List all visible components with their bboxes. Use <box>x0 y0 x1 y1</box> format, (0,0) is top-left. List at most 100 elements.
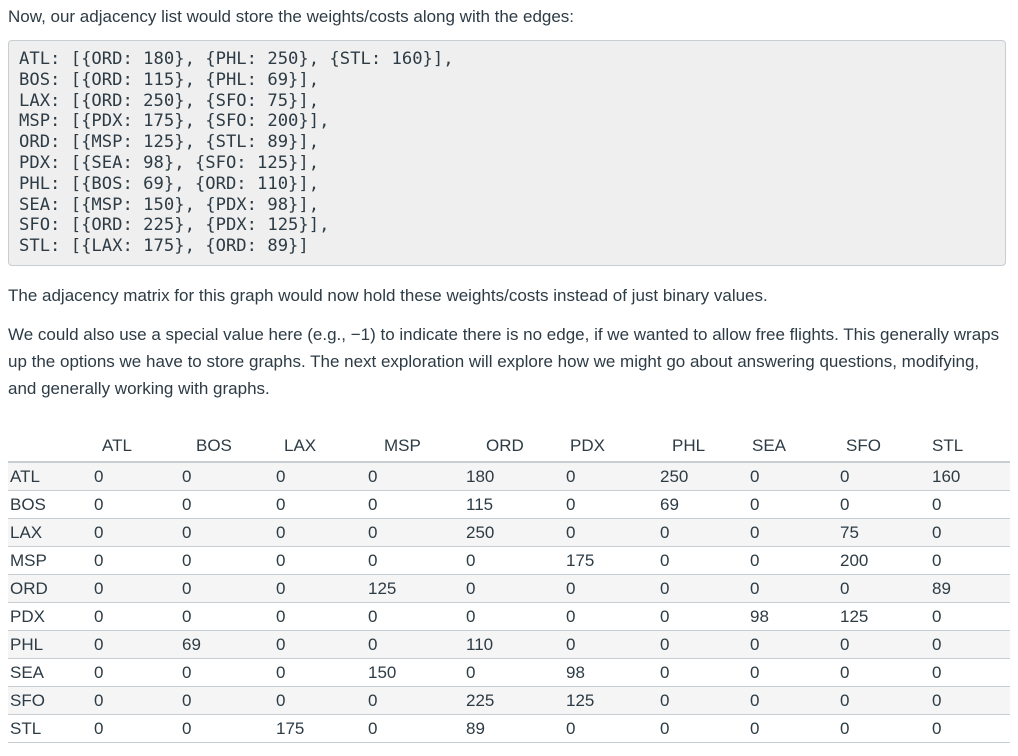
matrix-cell: 0 <box>840 490 932 519</box>
row-header-stl: STL <box>8 714 94 743</box>
matrix-cell: 0 <box>750 714 840 743</box>
matrix-cell: 0 <box>94 714 182 743</box>
matrix-cell: 0 <box>750 630 840 659</box>
code-block: ATL: [{ORD: 180}, {PHL: 250}, {STL: 160}… <box>8 40 1006 266</box>
matrix-cell: 0 <box>932 630 1010 659</box>
code-line: PHL: [{BOS: 69}, {ORD: 110}], <box>19 173 320 194</box>
column-header-phl: PHL <box>660 431 750 463</box>
matrix-cell: 180 <box>466 462 566 491</box>
matrix-cell: 0 <box>182 462 276 491</box>
matrix-cell: 0 <box>276 658 368 687</box>
matrix-cell: 0 <box>368 518 466 547</box>
matrix-cell: 0 <box>750 686 840 715</box>
matrix-cell: 0 <box>660 658 750 687</box>
matrix-cell: 69 <box>660 490 750 519</box>
matrix-cell: 0 <box>932 518 1010 547</box>
row-header-bos: BOS <box>8 490 94 519</box>
column-header-bos: BOS <box>182 431 276 463</box>
column-header-sfo: SFO <box>840 431 932 463</box>
matrix-cell: 0 <box>566 574 660 603</box>
table-row: MSP 0 0 0 0 0 175 0 0 200 0 <box>8 546 1010 575</box>
matrix-header: ATL BOS LAX MSP ORD PDX PHL SEA SFO STL <box>8 431 1010 463</box>
matrix-cell: 0 <box>368 602 466 631</box>
matrix-cell: 0 <box>932 714 1010 743</box>
column-header-msp: MSP <box>368 431 466 463</box>
corner-cell <box>8 431 94 463</box>
matrix-cell: 0 <box>660 574 750 603</box>
row-header-phl: PHL <box>8 630 94 659</box>
matrix-cell: 89 <box>466 714 566 743</box>
matrix-cell: 0 <box>368 630 466 659</box>
matrix-cell: 250 <box>466 518 566 547</box>
matrix-cell: 89 <box>932 574 1010 603</box>
code-line: PDX: [{SEA: 98}, {SFO: 125}], <box>19 152 320 173</box>
matrix-cell: 0 <box>566 518 660 547</box>
matrix-cell: 0 <box>932 602 1010 631</box>
matrix-cell: 0 <box>932 686 1010 715</box>
matrix-cell: 115 <box>466 490 566 519</box>
page-content: Now, our adjacency list would store the … <box>0 4 1018 743</box>
table-row: PHL 0 69 0 0 110 0 0 0 0 0 <box>8 630 1010 659</box>
matrix-cell: 160 <box>932 462 1010 491</box>
table-row: ATL 0 0 0 0 180 0 250 0 0 160 <box>8 462 1010 491</box>
paragraph-special-value: We could also use a special value here (… <box>8 325 1000 398</box>
matrix-cell: 0 <box>94 658 182 687</box>
matrix-cell: 0 <box>182 602 276 631</box>
table-row: LAX 0 0 0 0 250 0 0 0 75 0 <box>8 518 1010 547</box>
row-header-sea: SEA <box>8 658 94 687</box>
matrix-cell: 125 <box>840 602 932 631</box>
matrix-cell: 0 <box>182 574 276 603</box>
matrix-cell: 0 <box>660 602 750 631</box>
matrix-cell: 0 <box>566 714 660 743</box>
column-header-atl: ATL <box>94 431 182 463</box>
matrix-cell: 0 <box>932 546 1010 575</box>
matrix-cell: 0 <box>750 462 840 491</box>
matrix-cell: 0 <box>840 714 932 743</box>
row-header-ord: ORD <box>8 574 94 603</box>
matrix-cell: 175 <box>566 546 660 575</box>
matrix-cell: 250 <box>660 462 750 491</box>
column-header-ord: ORD <box>466 431 566 463</box>
table-row: BOS 0 0 0 0 115 0 69 0 0 0 <box>8 490 1010 519</box>
matrix-cell: 0 <box>368 462 466 491</box>
matrix-cell: 0 <box>750 574 840 603</box>
table-row: ORD 0 0 0 125 0 0 0 0 0 89 <box>8 574 1010 603</box>
code-line: STL: [{LAX: 175}, {ORD: 89}] <box>19 236 309 257</box>
column-header-stl: STL <box>932 431 1010 463</box>
matrix-cell: 0 <box>660 546 750 575</box>
matrix-body: ATL 0 0 0 0 180 0 250 0 0 160 BOS 0 0 0 0 115 0 69 0 0 0 LAX 0 0… <box>8 462 1010 743</box>
matrix-cell: 0 <box>750 518 840 547</box>
matrix-cell: 0 <box>750 658 840 687</box>
code-line: ATL: [{ORD: 180}, {PHL: 250}, {STL: 160}… <box>19 49 454 69</box>
column-header-lax: LAX <box>276 431 368 463</box>
matrix-cell: 110 <box>466 630 566 659</box>
matrix-cell: 0 <box>566 630 660 659</box>
matrix-cell: 0 <box>182 658 276 687</box>
matrix-cell: 0 <box>94 686 182 715</box>
code-line: BOS: [{ORD: 115}, {PHL: 69}], <box>19 69 320 90</box>
matrix-cell: 175 <box>276 714 368 743</box>
matrix-cell: 0 <box>94 630 182 659</box>
matrix-cell: 0 <box>932 658 1010 687</box>
matrix-cell: 0 <box>368 686 466 715</box>
header-row: ATL BOS LAX MSP ORD PDX PHL SEA SFO STL <box>8 431 1010 463</box>
matrix-cell: 0 <box>660 714 750 743</box>
matrix-cell: 0 <box>368 546 466 575</box>
matrix-cell: 0 <box>840 574 932 603</box>
paragraph-matrix-note: The adjacency matrix for this graph woul… <box>8 286 768 305</box>
matrix-cell: 0 <box>840 462 932 491</box>
row-header-msp: MSP <box>8 546 94 575</box>
matrix-cell: 0 <box>276 546 368 575</box>
matrix-cell: 0 <box>840 658 932 687</box>
matrix-cell: 0 <box>94 602 182 631</box>
row-header-lax: LAX <box>8 518 94 547</box>
matrix-cell: 0 <box>94 574 182 603</box>
matrix-cell: 225 <box>466 686 566 715</box>
matrix-cell: 0 <box>182 546 276 575</box>
matrix-cell: 0 <box>276 518 368 547</box>
matrix-cell: 0 <box>276 574 368 603</box>
matrix-cell: 0 <box>932 490 1010 519</box>
table-row: STL 0 0 175 0 89 0 0 0 0 0 <box>8 714 1010 743</box>
matrix-cell: 0 <box>466 546 566 575</box>
matrix-cell: 0 <box>750 546 840 575</box>
